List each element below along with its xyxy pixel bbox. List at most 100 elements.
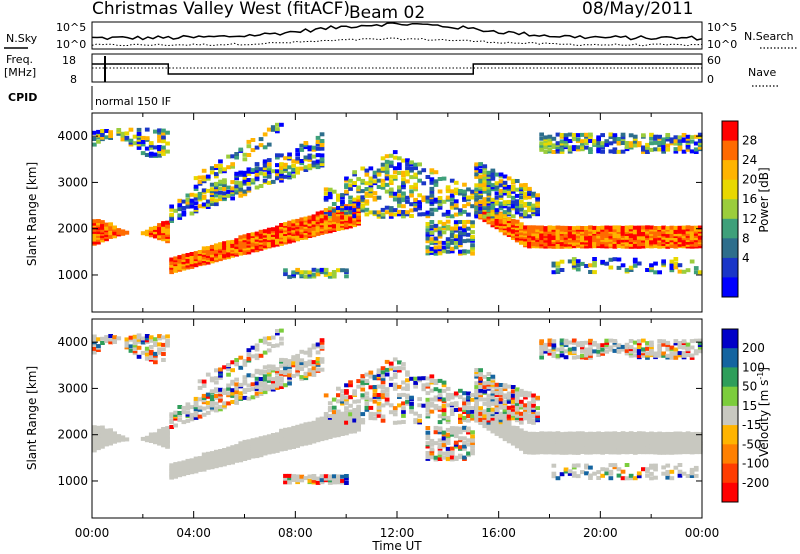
echo-cell-552 [262,384,268,389]
echo-cell-1017 [360,420,366,425]
echo-cell-1240 [441,443,447,447]
echo-cell-1779 [559,141,565,146]
echo-cell-1237 [441,455,447,460]
echo-cell-1797 [563,141,569,146]
echo-cell-1055 [388,214,394,219]
echo-cell-2223 [669,259,675,264]
echo-cell-185 [169,471,174,476]
echo-cell-769 [315,228,321,233]
echo-cell-1041 [380,162,386,167]
echo-cell-1375 [478,200,483,205]
echo-cell-1243 [445,249,451,254]
echo-cell-499 [250,345,256,350]
echo-cell-39 [100,222,105,227]
echo-cell-234 [185,458,191,463]
echo-cell-762 [303,350,309,355]
echo-cell-1169 [425,382,431,387]
colorbar-tick-5: -50 [742,437,762,451]
echo-cell-848 [319,474,325,479]
echo-cell-162 [165,237,170,242]
echo-cell-164 [161,358,166,362]
echo-cell-2112 [636,353,642,358]
echo-cell-1379 [474,374,479,379]
echo-cell-1529 [502,416,508,420]
echo-cell-1812 [567,147,573,152]
echo-cell-113 [144,348,150,353]
echo-cell-600 [279,241,284,246]
echo-cell-151 [157,347,162,352]
echo-cell-533 [262,237,268,242]
echo-cell-1476 [494,200,500,205]
nsearch-label: N.Search [744,30,794,43]
echo-cell-1740 [547,448,553,453]
echo-cell-2268 [681,225,687,230]
echo-cell-16 [96,237,101,242]
echo-cell-1084 [384,392,390,397]
echo-cell-2065 [624,342,630,347]
echo-cell-1111 [405,179,410,184]
echo-cell-2285 [677,435,683,440]
echo-cell-1165 [425,401,431,406]
echo-cell-1497 [498,193,504,198]
echo-cell-1851 [575,133,581,138]
echo-cell-643 [279,328,284,333]
echo-cell-1958 [600,446,605,451]
echo-cell-388 [226,453,231,458]
echo-cell-1006 [356,415,361,420]
echo-cell-770 [315,226,321,231]
echo-cell-1633 [527,227,532,232]
echo-cell-1087 [397,185,402,190]
echo-cell-1018 [372,195,378,200]
echo-cell-2175 [649,463,654,468]
echo-cell-100 [140,151,146,156]
echo-cell-1893 [588,234,593,239]
echo-cell-2167 [657,147,662,152]
echo-cell-1882 [580,349,585,354]
echo-cell-1054 [372,374,378,379]
echo-cell-715 [303,222,309,227]
echo-cell-149 [157,428,162,433]
echo-cell-1499 [498,427,504,432]
echo-cell-2340 [689,432,695,437]
echo-cell-1577 [514,204,520,209]
echo-cell-1397 [478,388,483,393]
echo-cell-1883 [584,141,589,145]
echo-cell-2173 [661,244,666,249]
echo-cell-181 [169,219,174,223]
echo-cell-1856 [580,242,585,247]
echo-cell-1803 [563,450,569,455]
echo-cell-964 [344,474,349,478]
echo-cell-1021 [360,393,366,398]
echo-cell-1045 [384,189,390,194]
echo-cell-2206 [657,343,662,348]
echo-cell-1177 [429,186,435,191]
echo-cell-565 [266,158,272,163]
echo-cell-1957 [604,240,610,245]
echo-cell-1835 [571,259,577,264]
echo-cell-812 [315,424,321,429]
echo-cell-1914 [592,225,597,230]
echo-cell-127 [153,145,158,150]
echo-cell-2124 [649,244,654,249]
echo-cell-957 [352,214,357,219]
echo-cell-2245 [669,448,675,453]
echo-cell-1234 [441,388,447,393]
echo-cell-1066 [376,372,382,377]
echo-cell-1764 [551,351,557,356]
echo-cell-1580 [514,193,520,198]
echo-cell-573 [266,376,272,381]
echo-cell-1335 [470,224,475,229]
echo-cell-1038 [368,414,374,419]
echo-cell-1534 [502,405,508,410]
echo-cell-708 [299,270,305,275]
echo-cell-1441 [486,393,492,398]
echo-cell-1848 [575,145,581,150]
echo-cell-1365 [474,413,479,418]
echo-cell-432 [234,362,239,367]
echo-cell-840 [319,357,325,362]
echo-cell-1842 [571,436,577,441]
echo-cell-1319 [462,446,467,451]
echo-cell-1335 [466,451,471,456]
echo-cell-1322 [466,219,471,224]
echo-cell-421 [234,184,239,189]
